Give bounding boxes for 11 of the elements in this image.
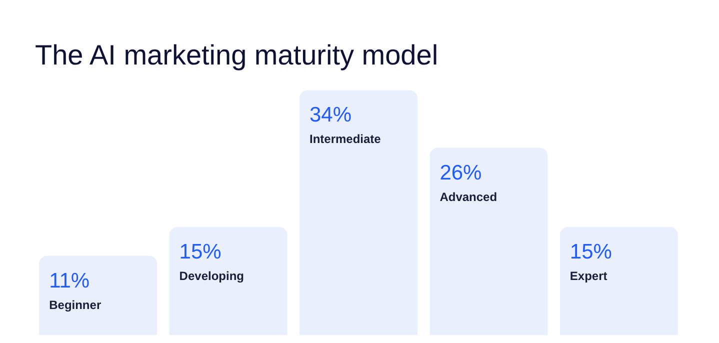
data-label: 15% bbox=[179, 240, 222, 264]
data-label: 11% bbox=[49, 269, 90, 292]
x-tick-label: Expert bbox=[570, 269, 608, 283]
x-tick-label: Developing bbox=[179, 269, 244, 283]
x-tick-label: Intermediate bbox=[310, 132, 382, 146]
x-tick-label: Advanced bbox=[440, 190, 498, 204]
data-label: 15% bbox=[570, 240, 612, 264]
chart-title: The AI marketing maturity model bbox=[35, 40, 438, 70]
data-label: 34% bbox=[310, 104, 352, 127]
data-label: 26% bbox=[440, 161, 482, 184]
x-tick-label: Beginner bbox=[49, 298, 102, 312]
